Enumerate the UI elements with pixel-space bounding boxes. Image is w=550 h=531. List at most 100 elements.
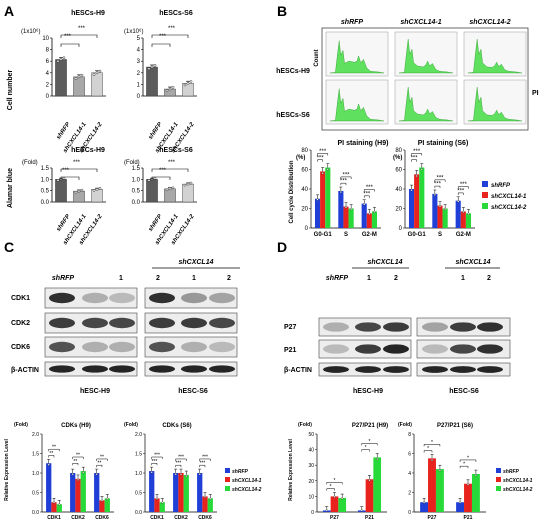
d-h9-bracket-2-a [361,449,370,452]
d-h9-bar-1-2 [330,496,339,512]
b-s6-dot-2-2 [438,205,442,208]
b-s6-ytick-label-4: 80 [395,148,402,154]
c-h9-blot-band-1-1 [49,292,75,304]
b-h9-dot-1-2 [321,172,324,175]
a-bl-unit: (Fold) [22,160,38,166]
b-s6-bracket-1-b [411,153,423,156]
b-s6-sig-1-b: *** [413,149,421,155]
d-s6-dot-2-3 [474,474,477,477]
d-s6-sig-2-a: * [463,462,465,468]
a-tl-bracket-1 [60,43,80,47]
c-h9-title: CDKs (H9) [61,423,91,429]
c-h9-bar-1-3 [56,504,62,512]
a-bl-bar-1 [55,179,67,203]
a-tr-dot-2-3 [171,86,175,89]
b-h9-bracket-1-a [317,159,323,162]
b-col-label-3: shCXCL14-2 [469,19,510,26]
panel-label-a: A [4,3,14,19]
b-count-label: Count [314,49,320,66]
d-h9-dot-2-2 [368,479,371,482]
d-protein-1: P27 [284,324,297,331]
a-br-dot-2-2 [168,187,172,191]
c-h9-dot-2-1 [71,473,74,476]
c-h9-blot-band-3-3 [109,341,135,353]
a-tl-title: hESCs-H9 [71,10,105,17]
b-s6-dot-1-3 [420,168,423,171]
b-h9-bar-1-3 [325,167,331,228]
c-h9-unit: (Fold) [14,422,28,428]
c-s6-bar-3-2 [202,496,208,512]
c-s6-blot-band-2-3 [209,317,235,329]
a-br-sig-2: *** [168,160,176,166]
b-s6-ytick-label-1: 20 [395,207,402,213]
a-tr-ytick-label-3: 3 [137,59,141,65]
d-h9-bar-2-2 [365,479,374,512]
c-s6-sig-1-a: *** [151,459,157,465]
a-bl-ytick-label-1: 0.5 [41,189,50,195]
d-s6-bar-2-1 [456,502,465,512]
c-cell-label-2: hESC-S6 [178,388,208,395]
a-br-dot-2-3 [171,186,175,190]
b-s6-ytick-label-0: 0 [399,226,403,232]
c-s6-ytick-label-0: 0.0 [135,510,142,516]
a-bl-title: hESCs-H9 [71,147,105,154]
d-s6-bracket-1-b [423,444,441,447]
panel-label-c: C [4,239,14,255]
d-s6-sig-1-a: * [427,446,429,452]
d-lane-label-1: shRFP [326,275,349,282]
b-legend-swatch-1 [482,181,488,187]
c-h9-ytick-label-0: 0.0 [32,510,39,516]
b-s6-bar-1-1 [408,189,415,228]
c-s6-plot: 0.00.51.01.52.0CDK1******CDK2******CDK6*… [135,432,217,521]
c-s6-bracket-1-a [151,463,158,466]
b-flow-histograms [321,27,529,131]
a-br-xlabel-1: shRFP [148,213,164,233]
b-col-label-1: shRFP [341,19,364,26]
a-br-ytick-label-2: 1.0 [132,177,141,183]
b-s6-sig-2-b: *** [436,175,444,181]
c-h9-bar-2-3 [80,471,86,512]
b-h9-dot-2-3 [350,208,353,211]
b-h9-sig-1-a: *** [317,155,325,161]
b-legend-label-2: shCXCL14-1 [491,194,527,200]
a-bl-dot-3-1 [92,189,96,192]
c-h9-bar-3-1 [94,473,100,512]
d-s6-bracket-2-b [459,459,477,462]
a-tr-dot-3-1 [183,83,187,87]
d-s6-bar-1-1 [420,502,429,512]
c-h9-blot-band-3-1 [49,341,75,353]
b-h9-bar-3-3 [371,211,378,228]
d-h9-ytick-label-4: 40 [308,448,314,454]
a-br-plot: 0.0 0.5 1.0 1.5 [132,166,197,206]
d-s6-bar-1-2 [428,458,436,512]
c-h9-xlabel-1: CDK1 [47,515,61,521]
d-s6-ytick-label-2: 4 [408,471,411,477]
c-ylabel: Relative Expression Level [4,439,10,501]
a-tr-ytick-label-5: 5 [137,36,141,42]
c-s6-sig-3-b: *** [202,454,208,460]
d-h9-blot-band-2-2 [355,344,381,354]
a-tl-dot-1-1 [56,59,60,63]
c-h9-dot-2-3 [82,471,85,474]
a-br-unit: (Fold) [124,160,140,166]
a-tl-dot-2-2 [77,75,81,79]
c-protein-4: β-ACTIN [11,367,39,374]
c-s6-bar-2-1 [173,473,179,512]
c-s6-ytick-label-4: 2.0 [135,432,142,438]
a-tl-ytick-label-2: 4 [46,71,50,77]
c-h9-bracket-1-a [48,455,55,458]
d-h9-bar-2-3 [373,457,382,512]
d-h9-blot-band-3-1 [323,366,349,373]
a-br-dot-3-1 [183,183,187,187]
d-lane-label-5: 2 [487,275,491,282]
a-tr-plot: 0 1 2 3 4 5 [137,34,197,100]
c-h9-ytick-label-4: 2.0 [32,432,39,438]
c-s6-unit: (Fold) [124,422,138,428]
a-br-ytick-label-3: 1.5 [132,166,141,172]
c-h9-dot-1-3 [58,503,61,506]
a-tr-dot-2-2 [168,87,172,91]
c-h9-sig-2-a: ** [73,459,77,465]
c-s6-blot-band-3-2 [181,341,207,353]
b-h9-bracket-2-a [340,182,347,186]
